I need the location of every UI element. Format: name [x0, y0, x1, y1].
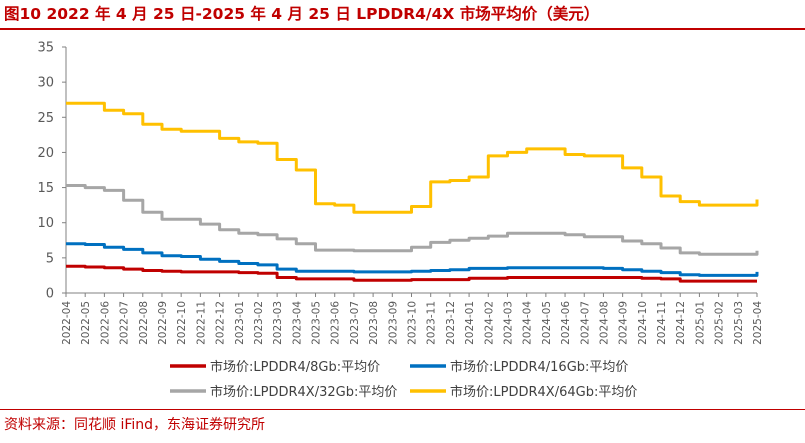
x-tick-label: 2023-10: [407, 301, 419, 345]
x-tick-label: 2023-11: [426, 301, 438, 345]
y-tick-label: 0: [46, 287, 54, 302]
x-tick-label: 2022-12: [215, 301, 227, 345]
y-tick-label: 15: [37, 181, 54, 196]
series-line-0: [66, 264, 757, 283]
x-tick-label: 2025-03: [733, 301, 745, 345]
x-axis: 2022-04 2022-05 2022-06 2022-07 2022-08 2022-…: [61, 292, 764, 345]
source-rule: [0, 409, 805, 410]
x-tick-label: 2025-04: [752, 301, 764, 345]
x-tick-label: 2023-05: [311, 301, 323, 345]
x-tick-label: 2022-09: [157, 301, 169, 345]
x-tick-label: 2024-12: [675, 301, 687, 345]
x-tick-label: 2024-01: [464, 301, 476, 345]
x-tick-label: 2023-08: [368, 301, 380, 345]
y-tick-label: 30: [37, 76, 54, 91]
x-tick-label: 2024-09: [618, 301, 630, 345]
x-tick-label: 2022-10: [176, 301, 188, 345]
x-tick-label: 2024-04: [522, 301, 534, 345]
x-tick-label: 2022-07: [119, 301, 131, 345]
x-tick-label: 2025-02: [714, 301, 726, 345]
x-tick-label: 2024-05: [541, 301, 553, 345]
x-tick-label: 2024-03: [502, 301, 514, 345]
x-tick-label: 2024-07: [579, 301, 591, 345]
x-tick-label: 2024-06: [560, 301, 572, 345]
legend-label-0: 市场价:LPDDR4/8Gb:平均价: [210, 359, 380, 375]
legend-label-2: 市场价:LPDDR4X/32Gb:平均价: [210, 384, 397, 400]
series-line-2: [66, 184, 759, 256]
x-tick-label: 2023-09: [387, 301, 399, 345]
x-tick-label: 2023-04: [291, 301, 303, 345]
y-axis: 0 5 10 15 20 25 30 35: [37, 41, 67, 302]
source-note: 资料来源：同花顺 iFind，东海证券研究所: [4, 417, 266, 433]
y-tick-label: 35: [37, 41, 54, 56]
x-tick-label: 2024-10: [637, 301, 649, 345]
x-tick-label: 2023-03: [272, 301, 284, 345]
series-line-3: [66, 101, 759, 214]
x-tick-label: 2023-12: [445, 301, 457, 345]
x-tick-label: 2025-01: [694, 301, 706, 345]
legend: 市场价:LPDDR4/8Gb:平均价 市场价:LPDDR4/16Gb:平均价市场价…: [170, 359, 637, 400]
figure-title: 图10 2022 年 4 月 25 日-2025 年 4 月 25 日 LPDD…: [4, 5, 600, 23]
title-rule: [0, 28, 805, 30]
x-tick-label: 2024-08: [598, 301, 610, 345]
y-tick-label: 20: [37, 146, 54, 161]
x-tick-label: 2023-01: [234, 301, 246, 345]
y-tick-label: 5: [46, 251, 54, 266]
legend-label-3: 市场价:LPDDR4X/64Gb:平均价: [450, 384, 637, 400]
legend-label-1: 市场价:LPDDR4/16Gb:平均价: [450, 359, 628, 375]
x-tick-label: 2024-11: [656, 301, 668, 345]
y-tick-label: 25: [37, 111, 54, 126]
series-line-1: [66, 242, 759, 277]
x-tick-label: 2022-06: [99, 301, 111, 345]
series-layer: [66, 101, 759, 283]
x-tick-label: 2024-02: [483, 301, 495, 345]
x-tick-label: 2022-08: [138, 301, 150, 345]
x-tick-label: 2022-04: [61, 301, 73, 345]
x-tick-label: 2022-11: [195, 301, 207, 345]
x-tick-label: 2023-07: [349, 301, 361, 345]
x-tick-label: 2023-06: [330, 301, 342, 345]
x-tick-label: 2023-02: [253, 301, 265, 345]
y-tick-label: 10: [37, 216, 54, 231]
x-tick-label: 2022-05: [80, 301, 92, 345]
